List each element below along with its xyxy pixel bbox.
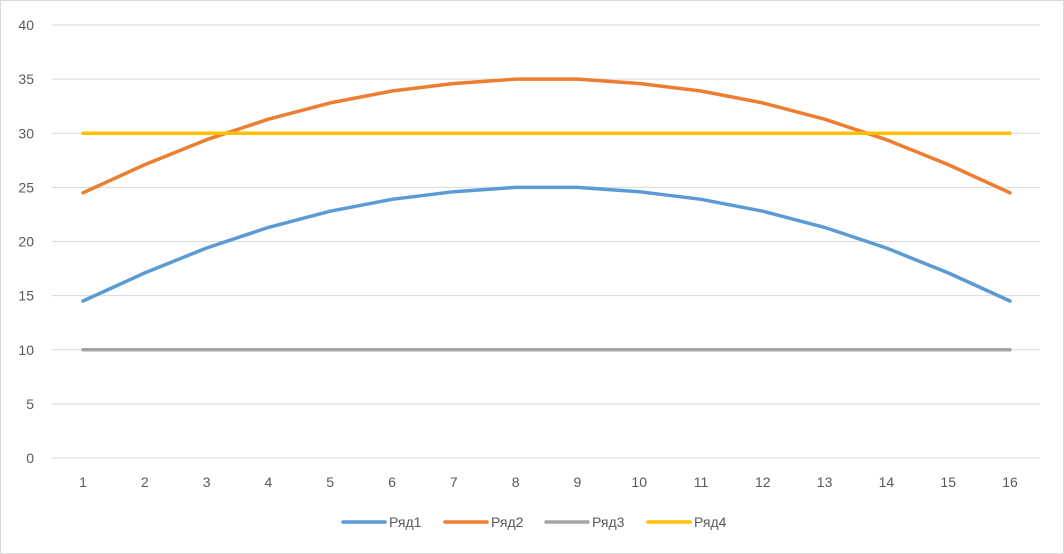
- y-tick-label: 10: [18, 342, 34, 358]
- x-tick-label: 15: [940, 474, 956, 490]
- y-tick-label: 15: [18, 288, 34, 304]
- y-tick-label: 0: [26, 450, 34, 466]
- y-tick-label: 40: [18, 17, 34, 33]
- y-tick-label: 25: [18, 179, 34, 195]
- x-tick-label: 6: [388, 474, 396, 490]
- legend: Ряд1 Ряд2 Ряд3 Ряд4: [341, 514, 727, 530]
- x-tick-label: 2: [141, 474, 149, 490]
- legend-label-2: Ряд2: [491, 514, 524, 530]
- gridlines: [52, 24, 1040, 459]
- x-tick-label: 4: [265, 474, 273, 490]
- x-tick-label: 9: [574, 474, 582, 490]
- x-tick-label: 11: [694, 474, 709, 490]
- y-tick-label: 5: [26, 396, 34, 412]
- y-tick-label: 20: [18, 234, 34, 250]
- x-tick-label: 16: [1002, 474, 1018, 490]
- series-line-2: [81, 77, 1012, 195]
- y-tick-label: 35: [18, 71, 34, 87]
- x-tick-label: 1: [79, 474, 87, 490]
- x-tick-label: 14: [879, 474, 895, 490]
- y-tick-label: 30: [18, 125, 34, 141]
- series-line-1: [81, 185, 1012, 303]
- legend-label-1: Ряд1: [389, 514, 422, 530]
- legend-label-4: Ряд4: [694, 514, 727, 530]
- x-tick-label: 5: [326, 474, 334, 490]
- x-tick-label: 3: [203, 474, 211, 490]
- x-tick-label: 13: [817, 474, 833, 490]
- x-tick-label: 10: [631, 474, 647, 490]
- series-lines: [81, 77, 1012, 352]
- x-tick-label: 7: [450, 474, 458, 490]
- x-tick-label: 12: [755, 474, 771, 490]
- x-tick-label: 8: [512, 474, 520, 490]
- legend-label-3: Ряд3: [592, 514, 625, 530]
